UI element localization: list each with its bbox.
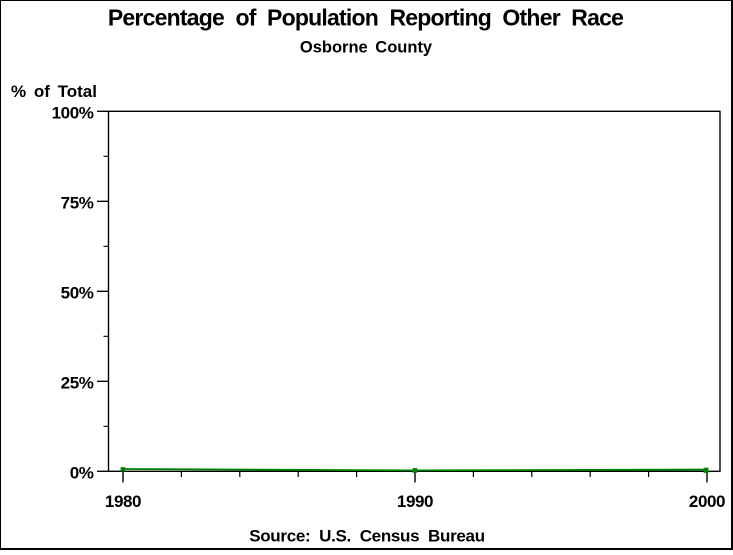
- svg-text:Osborne County: Osborne County: [300, 39, 433, 57]
- svg-text:25%: 25%: [61, 374, 94, 393]
- svg-text:Percentage of Population Repor: Percentage of Population Reporting Other…: [108, 5, 623, 31]
- svg-text:1980: 1980: [105, 492, 141, 511]
- svg-text:0%: 0%: [70, 464, 94, 483]
- svg-text:Source: U.S. Census Bureau: Source: U.S. Census Bureau: [249, 527, 485, 546]
- svg-text:75%: 75%: [61, 194, 94, 213]
- svg-text:2000: 2000: [689, 492, 725, 511]
- svg-text:1990: 1990: [397, 492, 433, 511]
- svg-text:% of Total: % of Total: [11, 82, 97, 101]
- svg-text:100%: 100%: [52, 104, 94, 123]
- svg-text:50%: 50%: [61, 284, 94, 303]
